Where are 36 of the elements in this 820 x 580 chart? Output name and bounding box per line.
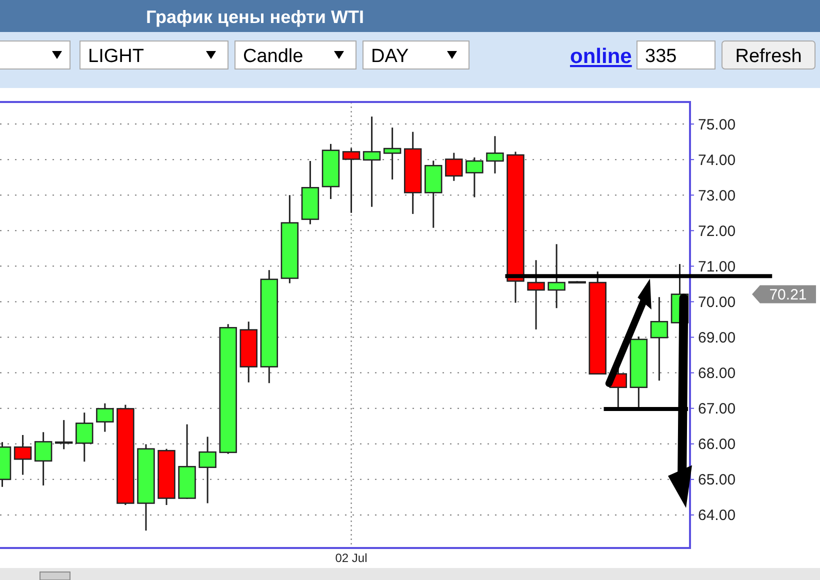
- candlestick: [54, 419, 73, 450]
- candlestick: [383, 126, 402, 180]
- candlestick: [362, 116, 381, 208]
- candlestick: [76, 412, 94, 462]
- candlestick: [486, 135, 504, 174]
- candlestick: [466, 156, 484, 198]
- text: 335: [645, 46, 677, 67]
- y-tick-label: 68.00: [698, 365, 736, 382]
- text: Candle: [243, 46, 304, 67]
- text: 70.21: [769, 286, 807, 304]
- candlestick: [445, 152, 463, 182]
- text: DAY: [371, 46, 409, 67]
- candlestick: [527, 259, 545, 330]
- candlestick: [198, 436, 216, 504]
- y-tick-label: 65.00: [698, 472, 736, 489]
- candlestick: [548, 243, 566, 309]
- y-tick-label: 69.00: [698, 330, 736, 347]
- candlestick: [342, 147, 360, 214]
- candlestick: [650, 296, 668, 382]
- text: LIGHT: [88, 46, 144, 67]
- text: online: [570, 45, 632, 68]
- y-tick-label: 74.00: [698, 152, 736, 169]
- y-tick-label: 73.00: [698, 187, 736, 204]
- candlestick: [34, 431, 52, 486]
- chart-title: График цены нефти WTI: [146, 7, 364, 27]
- y-tick-label: 72.00: [698, 222, 736, 240]
- y-tick-label: 64.00: [698, 507, 736, 524]
- candlestick: [14, 434, 32, 476]
- y-tick-label: 66.00: [698, 436, 736, 454]
- x-tick-label: 02 Jul: [335, 551, 368, 565]
- candlestick: [96, 402, 114, 433]
- y-tick-label: 71.00: [698, 258, 736, 276]
- y-tick-label: 70.00: [698, 294, 736, 311]
- text: Refresh: [735, 46, 802, 67]
- y-tick-label: 75.00: [698, 116, 736, 134]
- y-tick-label: 67.00: [698, 400, 736, 418]
